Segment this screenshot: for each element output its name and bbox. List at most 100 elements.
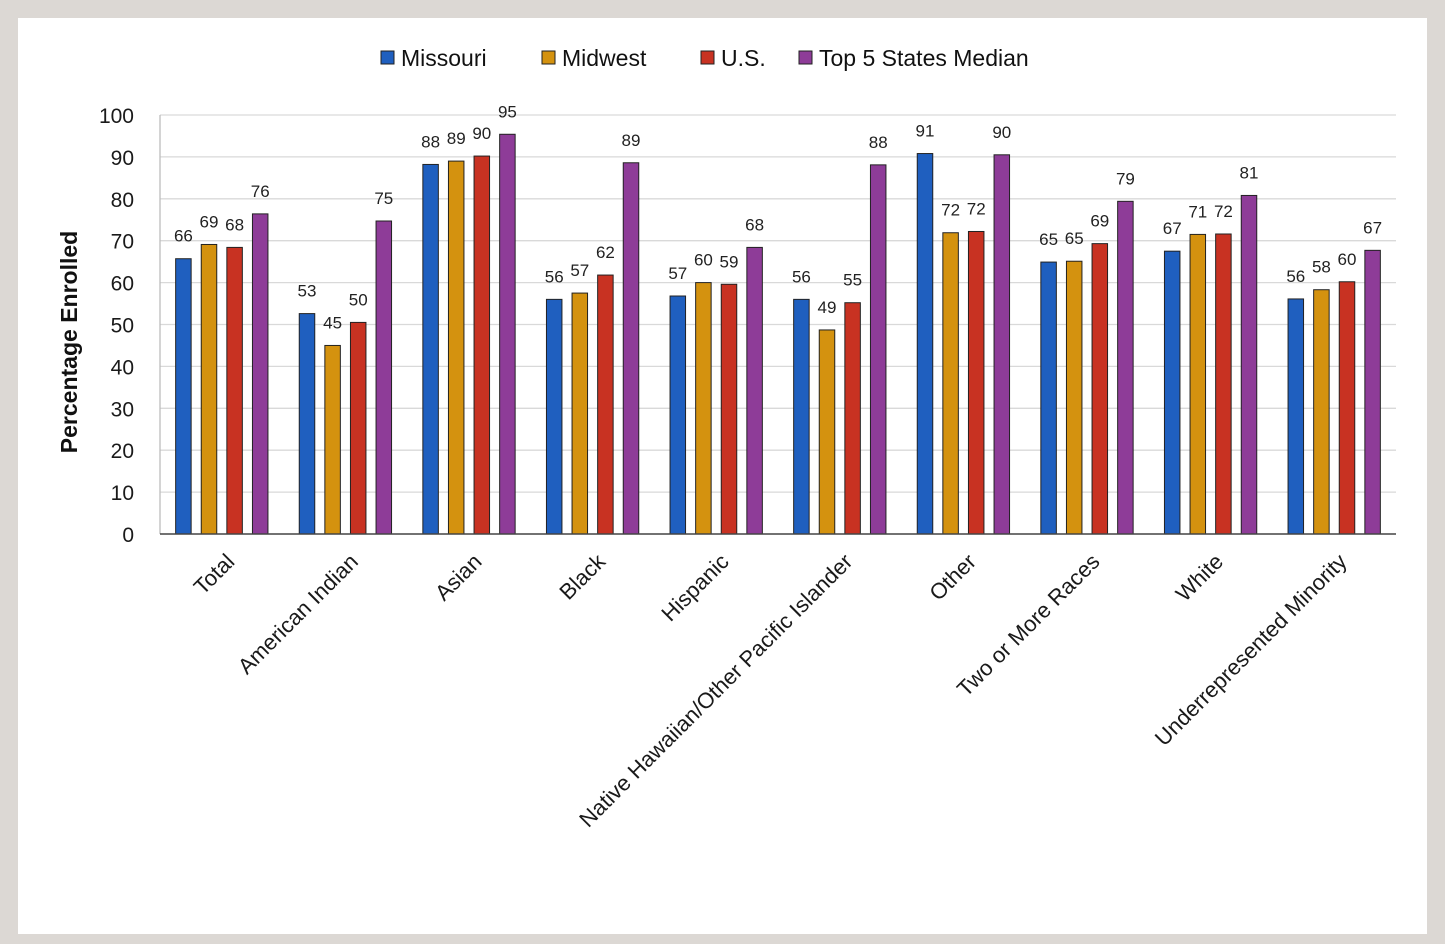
- bar-missouri: [298, 313, 316, 535]
- bar-midwest: [1313, 289, 1330, 535]
- data-label: 69: [1090, 212, 1109, 231]
- bar-u-s-: [1091, 243, 1109, 535]
- data-label: 60: [694, 251, 713, 270]
- legend-label: Top 5 States Median: [819, 45, 1029, 71]
- data-label: 69: [200, 212, 219, 231]
- data-label: 72: [967, 199, 986, 218]
- bar-missouri: [175, 258, 192, 535]
- bar-u-s-: [597, 274, 614, 535]
- data-label: 90: [472, 124, 491, 143]
- bar-midwest: [1189, 233, 1207, 535]
- bar-u-s-: [844, 302, 861, 535]
- bar-missouri: [793, 298, 810, 535]
- bar-top-5-states-median: [251, 213, 269, 535]
- bar-u-s-: [720, 283, 738, 535]
- data-label: 57: [570, 261, 589, 280]
- bar-midwest: [942, 232, 959, 535]
- x-category-label: Black: [554, 548, 610, 604]
- legend-label: U.S.: [721, 45, 766, 71]
- data-label: 72: [1214, 202, 1233, 221]
- y-tick-label: 50: [111, 315, 134, 338]
- data-label: 88: [421, 132, 440, 151]
- bar-top-5-states-median: [993, 154, 1011, 535]
- bar-chart: 0 10 20 30 40 50 60 70 80 90 100 66 69 68 76 53 45 50 75 8…: [56, 45, 1396, 832]
- data-label: 95: [498, 102, 517, 121]
- bar-missouri: [545, 298, 563, 535]
- y-tick-label: 100: [99, 105, 134, 128]
- x-axis: [159, 115, 1396, 535]
- data-label: 56: [792, 267, 811, 286]
- legend-swatch: [798, 50, 813, 65]
- bar-midwest: [447, 160, 465, 535]
- data-label: 67: [1163, 219, 1182, 238]
- data-label: 79: [1116, 169, 1135, 188]
- bar-top-5-states-median: [1240, 194, 1258, 535]
- bar-u-s-: [1338, 281, 1356, 535]
- bars: [175, 133, 1381, 535]
- bar-u-s-: [349, 321, 367, 535]
- bar-top-5-states-median: [622, 162, 640, 535]
- bar-top-5-states-median: [1117, 200, 1134, 535]
- bar-top-5-states-median: [1364, 249, 1381, 535]
- legend: Missouri Midwest U.S. Top 5 States Median: [380, 45, 1029, 71]
- data-label: 89: [447, 129, 466, 148]
- y-tick-label: 70: [111, 231, 134, 254]
- bar-missouri: [1040, 261, 1057, 535]
- bar-u-s-: [473, 155, 491, 535]
- data-label: 67: [1363, 218, 1382, 237]
- bar-u-s-: [1215, 233, 1232, 535]
- data-label: 58: [1312, 258, 1331, 277]
- legend-label: Midwest: [562, 45, 647, 71]
- data-label: 62: [596, 243, 615, 262]
- data-label: 89: [622, 131, 641, 150]
- data-label: 50: [349, 290, 368, 309]
- data-label: 71: [1188, 202, 1207, 221]
- y-tick-label: 90: [111, 147, 134, 170]
- gridlines: [160, 114, 1396, 493]
- bar-u-s-: [226, 246, 243, 535]
- bar-midwest: [818, 329, 836, 535]
- legend-swatch: [700, 50, 715, 65]
- bar-midwest: [1065, 260, 1083, 535]
- legend-swatch: [380, 50, 395, 65]
- chart-frame: 0 10 20 30 40 50 60 70 80 90 100 66 69 68 76 53 45 50 75 8…: [18, 18, 1427, 934]
- data-label: 81: [1240, 163, 1259, 182]
- data-label: 72: [941, 201, 960, 220]
- data-label: 53: [298, 282, 317, 301]
- y-tick-label: 0: [122, 524, 134, 547]
- data-label: 68: [745, 215, 764, 234]
- data-label: 56: [545, 267, 564, 286]
- bar-missouri: [1287, 298, 1305, 535]
- data-label: 49: [818, 298, 837, 317]
- data-labels: 66 69 68 76 53 45 50 75 88 89 90 95 56 57 62 89 57 60 59 68…: [174, 102, 1382, 332]
- x-category-label: White: [1171, 549, 1228, 606]
- data-label: 57: [668, 264, 687, 283]
- x-category-label: Native Hawaiian/Other Pacific Islander: [574, 549, 857, 832]
- bar-missouri: [422, 163, 439, 535]
- y-axis-label: Percentage Enrolled: [56, 231, 82, 453]
- bar-top-5-states-median: [499, 133, 516, 535]
- legend-swatch: [541, 50, 556, 65]
- data-label: 65: [1039, 230, 1058, 249]
- bar-u-s-: [967, 230, 985, 535]
- data-label: 90: [992, 123, 1011, 142]
- data-label: 60: [1338, 250, 1357, 269]
- data-label: 65: [1065, 229, 1084, 248]
- y-tick-label: 10: [111, 482, 134, 505]
- y-tick-label: 40: [111, 356, 134, 379]
- bar-midwest: [571, 292, 589, 535]
- data-label: 66: [174, 227, 193, 246]
- bar-midwest: [324, 344, 341, 535]
- y-tick-label: 30: [111, 398, 134, 421]
- bar-top-5-states-median: [869, 164, 887, 535]
- bar-missouri: [916, 153, 934, 535]
- legend-label: Missouri: [401, 45, 487, 71]
- data-label: 68: [225, 215, 244, 234]
- x-category-label: Hispanic: [656, 549, 733, 626]
- data-label: 59: [720, 252, 739, 271]
- bar-top-5-states-median: [375, 220, 393, 535]
- data-label: 55: [843, 271, 862, 290]
- bar-missouri: [669, 295, 687, 535]
- data-label: 88: [869, 133, 888, 152]
